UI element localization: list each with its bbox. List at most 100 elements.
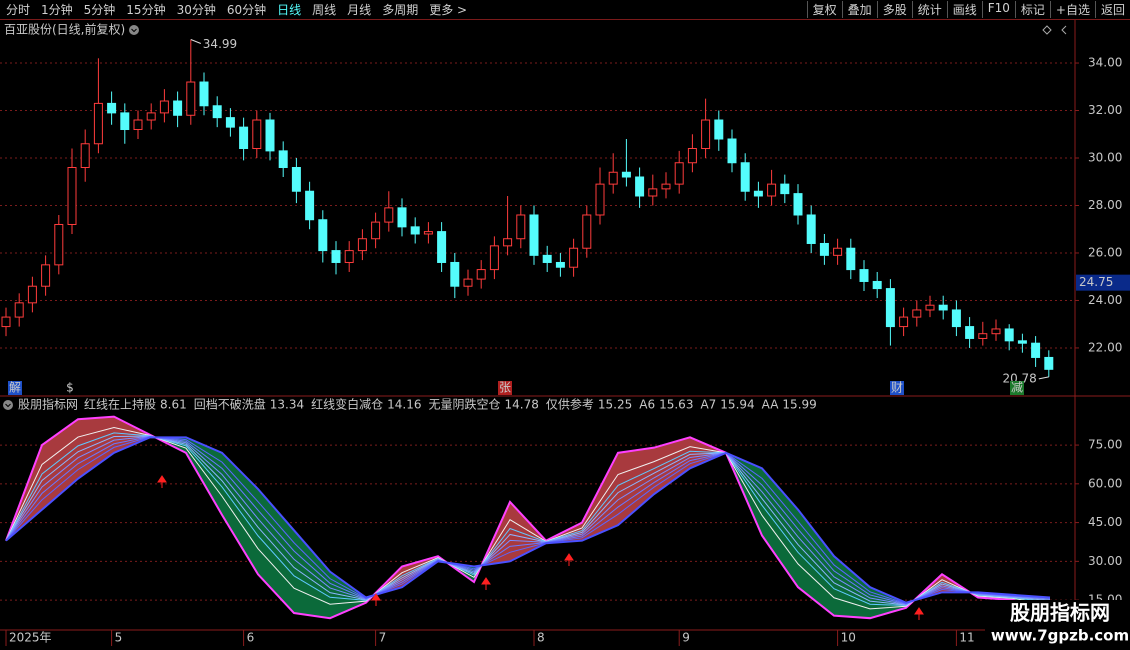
candle-body <box>186 81 196 116</box>
legend-value: 14.78 <box>505 398 539 412</box>
tool-button[interactable]: 标记 <box>1014 1 1050 18</box>
period-tab[interactable]: 更多 > <box>429 3 468 17</box>
period-tab[interactable]: 日线 <box>277 3 302 17</box>
candle-body <box>463 278 473 287</box>
candle-body <box>291 167 301 192</box>
event-marker-box <box>890 381 904 395</box>
candle-body <box>542 254 552 263</box>
x-tick-label: 9 <box>682 631 690 645</box>
candle-body <box>212 105 222 119</box>
candle-body <box>331 250 341 263</box>
y-tick-label: 45.00 <box>1088 515 1122 529</box>
candle-body <box>14 302 24 318</box>
candle-body <box>67 167 77 225</box>
period-tab[interactable]: 30分钟 <box>176 3 216 17</box>
candle-body <box>674 162 684 185</box>
candle-body <box>410 226 420 235</box>
candle-body <box>107 102 117 114</box>
tool-button[interactable]: 返回 <box>1094 1 1130 18</box>
legend-value: 15.99 <box>782 398 816 412</box>
candle-body <box>555 261 565 268</box>
legend-value: 8.61 <box>160 398 187 412</box>
band-fill <box>762 468 798 588</box>
candle-body <box>912 309 922 318</box>
watermark-url: www.7gpzb.com <box>991 627 1129 645</box>
period-tab[interactable]: 5分钟 <box>83 3 116 17</box>
candle-body <box>621 171 631 178</box>
candle-body <box>344 250 354 263</box>
period-tab[interactable]: 多周期 <box>382 3 419 17</box>
diamond-icon[interactable] <box>1042 25 1052 35</box>
y-tick-label: 22.00 <box>1088 340 1122 354</box>
watermark-box <box>985 600 1130 650</box>
candle-body <box>780 183 790 195</box>
tool-button[interactable]: 叠加 <box>841 1 877 18</box>
tool-button[interactable]: 多股 <box>876 1 912 18</box>
candle-body <box>265 119 275 152</box>
candle-body <box>767 183 777 197</box>
event-marker-box <box>498 381 512 395</box>
period-tab[interactable]: 月线 <box>347 3 372 17</box>
tool-button[interactable]: 复权 <box>806 1 842 18</box>
candle-body <box>608 171 618 185</box>
signal-arrow <box>157 475 167 488</box>
tool-button[interactable]: +自选 <box>1049 1 1095 18</box>
event-marker: 减 <box>1011 381 1023 395</box>
legend-value: 15.94 <box>720 398 754 412</box>
y-tick-label: 60.00 <box>1088 476 1122 490</box>
tool-button[interactable]: 画线 <box>946 1 982 18</box>
candle-body <box>529 214 539 256</box>
y-tick-label: 24.00 <box>1088 293 1122 307</box>
candle-body <box>740 162 750 192</box>
candle-body <box>371 221 381 240</box>
period-tab[interactable]: 15分钟 <box>126 3 166 17</box>
indicator-line <box>5 435 1051 606</box>
indicator-line <box>5 436 1051 604</box>
candle-body <box>199 81 209 107</box>
candle-body <box>569 247 579 268</box>
period-tab[interactable]: 1分钟 <box>41 3 73 17</box>
candle-body <box>819 242 829 256</box>
legend-name: AA <box>762 398 780 412</box>
signal-arrow <box>481 577 491 590</box>
candle-body <box>965 326 975 339</box>
candle-body <box>872 280 882 290</box>
x-tick-label: 6 <box>247 631 255 645</box>
candle-body <box>516 214 526 240</box>
legend-value: 15.25 <box>598 398 632 412</box>
y-tick-label: 30.00 <box>1088 554 1122 568</box>
collapse-icon[interactable] <box>1061 25 1067 35</box>
candle-body <box>41 264 51 287</box>
legend-name: 红线在上持股 <box>84 397 156 412</box>
band-fill <box>42 419 78 510</box>
title-menu-icon[interactable] <box>129 25 139 35</box>
candle-body <box>859 269 869 282</box>
candle-body <box>793 193 803 216</box>
price-marker-box <box>1076 274 1130 291</box>
candle-body <box>93 102 103 145</box>
period-tab[interactable]: 分时 <box>6 3 31 17</box>
candle-body <box>450 261 460 287</box>
candle-body <box>503 238 513 247</box>
indicator-line <box>5 436 1051 605</box>
candle-body <box>384 207 394 223</box>
price-marker-label: 24.75 <box>1079 275 1113 289</box>
legend-value: 14.16 <box>387 398 421 412</box>
candle-body <box>1004 328 1014 342</box>
indicator-menu-icon[interactable] <box>3 400 13 410</box>
period-tab[interactable]: 周线 <box>312 3 337 17</box>
period-tab[interactable]: 60分钟 <box>226 3 267 17</box>
event-marker: $ <box>66 381 74 395</box>
candle-body <box>951 309 961 328</box>
candle-body <box>437 231 447 263</box>
candle-body <box>397 207 407 228</box>
stock-title: 百亚股份(日线,前复权) <box>4 22 125 37</box>
candle-body <box>714 119 724 140</box>
candle-body <box>278 150 288 168</box>
event-marker-box <box>1010 381 1024 395</box>
candle-body <box>159 100 169 114</box>
tool-button[interactable]: 统计 <box>911 1 947 18</box>
tool-button[interactable]: F10 <box>981 1 1015 18</box>
candle-body <box>1 316 11 328</box>
indicator-line <box>5 426 1051 610</box>
